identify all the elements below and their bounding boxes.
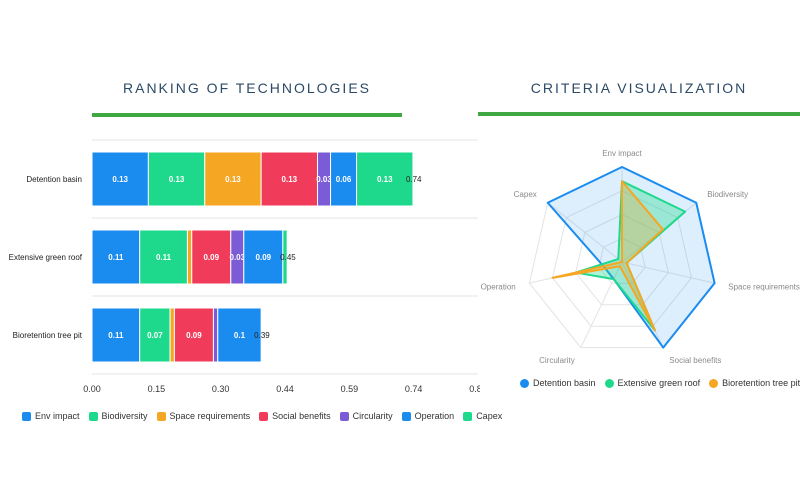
radar-spoke	[621, 261, 664, 348]
radar-axis-label: Operation	[481, 282, 516, 291]
bar-total-label: 0.74	[406, 175, 422, 184]
bar-data-label: 0.03	[230, 253, 246, 262]
bar-data-label: 0.07	[147, 331, 163, 340]
legend-label: Biodiversity	[101, 411, 148, 421]
category-label: Bioretention tree pit	[13, 331, 83, 340]
bar-segment[interactable]	[139, 229, 188, 285]
legend-swatch	[520, 378, 529, 388]
category-label: Extensive green roof	[9, 253, 83, 262]
bar-segment[interactable]	[91, 229, 141, 285]
radar-grid-ring	[575, 213, 669, 306]
legend-swatch	[339, 411, 349, 421]
radar-spoke	[547, 202, 623, 263]
bar-data-label: 0.11	[108, 253, 124, 262]
bar-data-label: 0.13	[282, 175, 298, 184]
bar-data-label: 0.09	[256, 253, 272, 262]
legend-label: Operation	[414, 411, 455, 421]
legend-label: Circularity	[352, 411, 393, 421]
legend-label: Bioretention tree pit	[722, 378, 800, 388]
legend-label: Social benefits	[272, 411, 331, 421]
bar-total-label: 0.39	[254, 331, 270, 340]
ranking-title-underline	[92, 113, 402, 117]
radar-spoke	[580, 261, 623, 348]
legend-item[interactable]: Extensive green roof	[604, 378, 701, 388]
legend-swatch	[259, 411, 269, 421]
legend-swatch	[156, 411, 166, 421]
bar-data-label: 0.06	[336, 175, 352, 184]
legend-label: Detention basin	[533, 378, 596, 388]
bar-segment[interactable]	[243, 229, 284, 285]
bar-segment[interactable]	[282, 229, 288, 285]
x-tick-label: 0.00	[83, 384, 101, 394]
radar-grid-ring	[551, 190, 693, 327]
legend-item[interactable]: Bioretention tree pit	[709, 378, 800, 388]
radar-axis-label: Social benefits	[669, 356, 721, 365]
radar-chart: Env impact Biodiversity Space requirements…	[481, 149, 800, 365]
legend-item[interactable]: Biodiversity	[88, 411, 148, 421]
bar-data-label: 0.1	[234, 331, 246, 340]
bar-data-label: 0.13	[225, 175, 241, 184]
bar-data-label: 0.13	[169, 175, 185, 184]
bar-segment[interactable]	[260, 151, 319, 207]
bar-segment[interactable]	[217, 307, 262, 363]
radar-axis-label: Circularity	[539, 356, 575, 365]
legend-swatch	[401, 411, 411, 421]
ranking-title: RANKING OF TECHNOLOGIES	[123, 80, 371, 96]
x-tick-label: 0.74	[405, 384, 423, 394]
bar-segment[interactable]	[91, 307, 141, 363]
radar-series-area[interactable]	[551, 180, 664, 332]
x-tick-label: 0.15	[148, 384, 166, 394]
x-tick-label: 0.59	[341, 384, 359, 394]
bar-segment[interactable]	[91, 151, 149, 207]
radar-axis-label: Capex	[514, 190, 537, 199]
radar-spoke	[621, 261, 715, 284]
bar-data-label: 0.09	[203, 253, 219, 262]
legend-item[interactable]: Capex	[463, 411, 502, 421]
bar-segment[interactable]	[330, 151, 358, 207]
bar-segment[interactable]	[356, 151, 414, 207]
stacked-bar-chart: 0.00 0.15 0.30 0.44 0.59 0.74 0.89 Detention ba…	[9, 139, 480, 394]
bar-chart-legend: Env impact Biodiversity Space requirements…	[22, 411, 511, 421]
bar-data-label: 0.09	[186, 331, 202, 340]
bar-segment[interactable]	[147, 151, 206, 207]
legend-item[interactable]: Space requirements	[156, 411, 251, 421]
legend-label: Extensive green roof	[617, 378, 701, 388]
x-tick-label: 0.44	[276, 384, 294, 394]
criteria-title-underline	[478, 112, 800, 116]
bar-data-label: 0.11	[156, 253, 172, 262]
bar-total-label: 0.45	[280, 253, 296, 262]
category-label: Detention basin	[26, 175, 82, 184]
bar-data-label: 0.13	[112, 175, 128, 184]
legend-label: Env impact	[35, 411, 80, 421]
legend-item[interactable]: Social benefits	[259, 411, 331, 421]
bar-data-label: 0.03	[316, 175, 332, 184]
legend-item[interactable]: Operation	[401, 411, 455, 421]
legend-swatch	[463, 411, 473, 421]
radar-series-area[interactable]	[546, 166, 716, 349]
legend-item[interactable]: Circularity	[339, 411, 393, 421]
bar-segment[interactable]	[191, 229, 232, 285]
legend-item[interactable]: Env impact	[22, 411, 80, 421]
legend-label: Space requirements	[169, 411, 251, 421]
radar-chart-legend: Detention basin Extensive green roof Biore…	[520, 378, 800, 388]
bar-segment[interactable]	[204, 151, 262, 207]
legend-swatch	[709, 378, 719, 388]
x-tick-label: 0.89	[469, 384, 480, 394]
bar-segment[interactable]	[173, 307, 214, 363]
legend-label: Capex	[476, 411, 503, 421]
bar-data-label: 0.13	[377, 175, 393, 184]
radar-axis-label: Space requirements	[728, 282, 800, 291]
legend-item[interactable]: Detention basin	[520, 378, 596, 388]
legend-swatch	[88, 411, 98, 421]
radar-axis-label: Biodiversity	[707, 190, 748, 199]
legend-swatch	[604, 378, 614, 388]
legend-swatch	[22, 411, 31, 421]
radar-series-area[interactable]	[574, 180, 687, 332]
bar-data-label: 0.11	[108, 331, 124, 340]
radar-axis-label: Env impact	[602, 149, 642, 158]
x-tick-label: 0.30	[212, 384, 230, 394]
criteria-title: CRITERIA VISUALIZATION	[530, 80, 748, 96]
